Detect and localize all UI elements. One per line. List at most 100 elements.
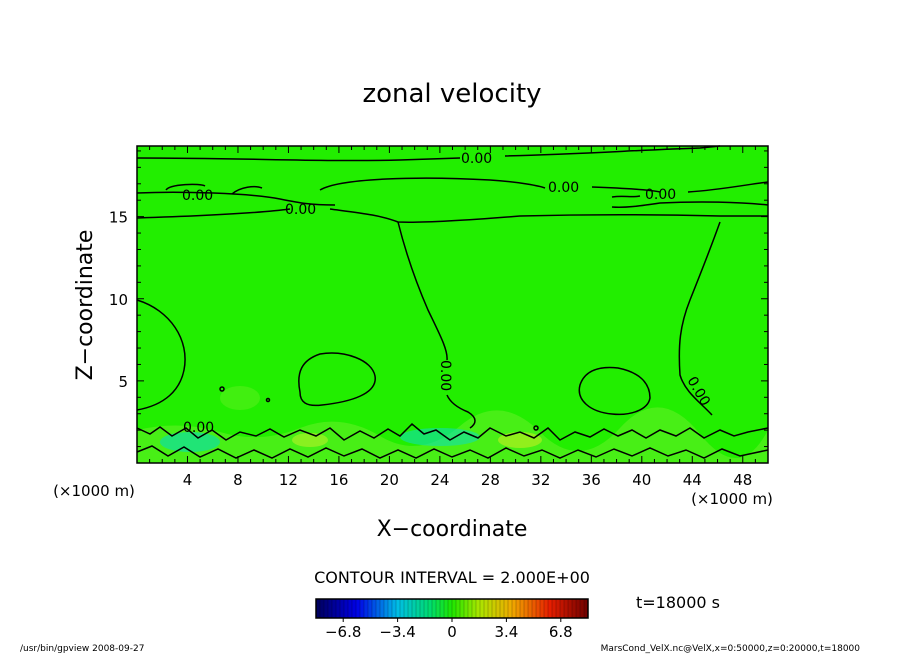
- contour-line: [136, 208, 768, 223]
- colorbar-cell: [432, 599, 437, 618]
- colorbar-cell: [472, 599, 477, 618]
- colorbar-cell: [564, 599, 569, 618]
- contour-label: 0.00: [645, 187, 676, 203]
- colorbar-cell: [440, 599, 445, 618]
- colorbar-cell: [500, 599, 505, 618]
- colorbar-cell: [316, 599, 321, 618]
- colorbar-cell: [532, 599, 537, 618]
- colorbar-cell: [496, 599, 501, 618]
- colorbar-cell: [468, 599, 473, 618]
- field-shading-cyan: [400, 428, 480, 446]
- chart-title: zonal velocity: [362, 79, 541, 109]
- x-axis: 4 8 12 16 20 24 28 32 36 40 44 48: [149, 146, 756, 489]
- plot-area: 0.00 0.00 0.00 0.00 0.00 0.00 0.00 0.00: [136, 145, 769, 464]
- contour-line: [578, 366, 651, 416]
- colorbar-cell: [364, 599, 369, 618]
- colorbar-cell: [352, 599, 357, 618]
- contour-label: 0.00: [183, 420, 214, 436]
- contour-line: [687, 181, 769, 193]
- colorbar-cell: [512, 599, 517, 618]
- colorbar-cell: [400, 599, 405, 618]
- contour-line: [219, 386, 225, 392]
- colorbar: −6.8 −3.4 0 3.4 6.8: [315, 598, 589, 641]
- field-shading-light: [220, 386, 260, 410]
- colorbar-cell: [524, 599, 529, 618]
- colorbar-cell: [408, 599, 413, 618]
- x-tick-label: 28: [481, 471, 500, 489]
- colorbar-cell: [464, 599, 469, 618]
- contour-labels: 0.00 0.00 0.00 0.00 0.00 0.00 0.00 0.00: [182, 151, 713, 436]
- colorbar-cell: [492, 599, 497, 618]
- footer-source: MarsCond_VelX.nc@VelX,x=0:50000,z=0:2000…: [601, 644, 861, 654]
- colorbar-cell: [424, 599, 429, 618]
- colorbar-cell: [556, 599, 561, 618]
- colorbar-cell: [540, 599, 545, 618]
- colorbar-cell: [388, 599, 393, 618]
- contour-line: [136, 445, 769, 459]
- colorbar-cell: [420, 599, 425, 618]
- contour-lines: [136, 145, 769, 459]
- x-tick-label: 8: [233, 471, 243, 489]
- footer-program: /usr/bin/gpview 2008-09-27: [20, 644, 144, 654]
- contour-line: [319, 177, 546, 191]
- contour-label: 0.00: [437, 360, 453, 391]
- colorbar-cell: [572, 599, 577, 618]
- colorbar-cell: [336, 599, 341, 618]
- colorbar-tick-label: 6.8: [549, 623, 573, 641]
- contour-line: [136, 191, 336, 206]
- colorbar-tick-label: 0: [447, 623, 457, 641]
- colorbar-cell: [548, 599, 553, 618]
- colorbar-cell: [384, 599, 389, 618]
- colorbar-cell: [576, 599, 581, 618]
- contour-line: [611, 195, 769, 208]
- y-tick-label: 10: [109, 291, 128, 309]
- colorbar-cell: [360, 599, 365, 618]
- contour-line: [136, 157, 461, 162]
- colorbar-cell: [508, 599, 513, 618]
- y-axis: 5 10 15: [109, 150, 768, 448]
- colorbar-cell: [320, 599, 325, 618]
- colorbar-cell: [484, 599, 489, 618]
- y-tick-label: 15: [109, 209, 128, 227]
- colorbar-cell: [436, 599, 441, 618]
- time-label: t=18000 s: [636, 593, 720, 612]
- colorbar-cell: [504, 599, 509, 618]
- colorbar-cell: [544, 599, 549, 618]
- colorbar-cell: [376, 599, 381, 618]
- x-axis-title: X−coordinate: [377, 517, 528, 542]
- contour-line: [533, 425, 539, 431]
- colorbar-cell: [520, 599, 525, 618]
- colorbar-cell: [448, 599, 453, 618]
- colorbar-cell: [404, 599, 409, 618]
- x-tick-label: 12: [279, 471, 298, 489]
- colorbar-cell: [568, 599, 573, 618]
- y-axis-title: Z−coordinate: [73, 230, 98, 381]
- field-shading-yellow: [498, 432, 542, 448]
- colorbar-cell: [584, 599, 589, 618]
- colorbar-cell: [392, 599, 397, 618]
- contour-label: 0.00: [548, 180, 579, 196]
- x-unit-right: (×1000 m): [691, 490, 773, 508]
- x-tick-label: 40: [632, 471, 651, 489]
- contour-line: [504, 145, 721, 157]
- x-tick-label: 20: [380, 471, 399, 489]
- contour-interval: CONTOUR INTERVAL = 2.000E+00: [314, 568, 590, 587]
- colorbar-tick-label: −3.4: [379, 623, 415, 641]
- contour-line: [136, 299, 186, 411]
- colorbar-cell: [480, 599, 485, 618]
- colorbar-cell: [488, 599, 493, 618]
- colorbar-cell: [452, 599, 457, 618]
- colorbar-cell: [536, 599, 541, 618]
- contour-line: [446, 394, 476, 429]
- x-unit-left: (×1000 m): [53, 482, 135, 500]
- colorbar-cell: [580, 599, 585, 618]
- colorbar-cell: [380, 599, 385, 618]
- x-tick-label: 16: [329, 471, 348, 489]
- colorbar-cell: [356, 599, 361, 618]
- contour-line: [265, 397, 271, 403]
- colorbar-cell: [460, 599, 465, 618]
- contour-line: [591, 186, 661, 193]
- x-tick-label: 44: [683, 471, 702, 489]
- y-tick-label: 5: [118, 373, 128, 391]
- x-tick-label: 36: [582, 471, 601, 489]
